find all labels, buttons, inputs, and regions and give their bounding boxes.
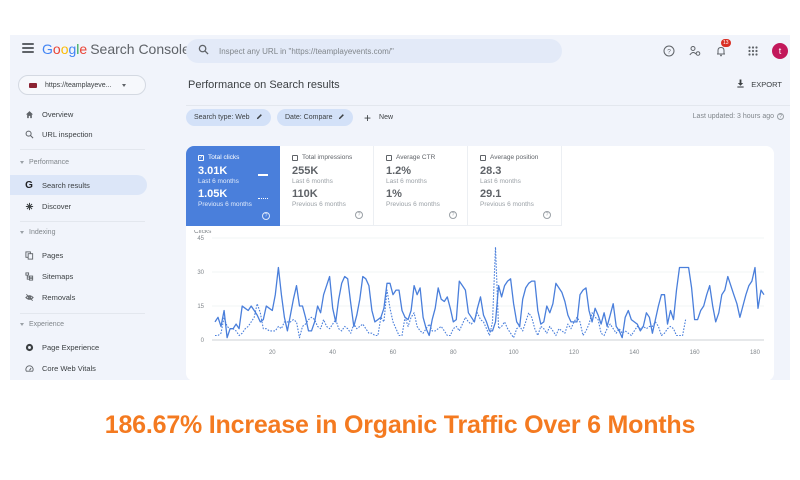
title-divider bbox=[186, 105, 790, 106]
section-indexing[interactable]: Indexing bbox=[20, 229, 55, 236]
solid-line-legend-icon bbox=[258, 174, 268, 176]
collapse-triangle-icon bbox=[20, 231, 24, 234]
svg-text:40: 40 bbox=[329, 350, 336, 356]
chart-canvas: Clicks 0 15 30 45 20 40 60 80 100 120 140 160 180 bbox=[194, 230, 765, 356]
sidebar: https://teamplayeve... Overview URL insp… bbox=[10, 71, 150, 380]
asterisk-icon bbox=[24, 201, 34, 211]
sidebar-item-overview[interactable]: Overview bbox=[10, 104, 147, 124]
svg-text:0: 0 bbox=[201, 338, 205, 344]
section-performance[interactable]: Performance bbox=[20, 159, 69, 166]
edit-pencil-icon bbox=[250, 113, 263, 122]
notifications-icon[interactable]: 13 bbox=[710, 39, 732, 62]
url-inspect-search-box[interactable] bbox=[186, 39, 562, 63]
download-icon bbox=[736, 79, 751, 90]
page-title: Performance on Search results bbox=[188, 79, 340, 91]
metric-total-clicks[interactable]: ✓ Total clicks 3.01K Last 6 months 1.05K … bbox=[186, 146, 280, 226]
svg-text:?: ? bbox=[667, 48, 671, 55]
metric-total-impressions[interactable]: Total impressions 255K Last 6 months 110… bbox=[280, 146, 374, 226]
sidebar-item-page-experience[interactable]: Page Experience bbox=[10, 337, 147, 357]
svg-text:180: 180 bbox=[750, 350, 761, 356]
new-filter-button[interactable]: + New bbox=[364, 110, 394, 125]
svg-text:20: 20 bbox=[269, 350, 276, 356]
property-selector[interactable]: https://teamplayeve... bbox=[18, 75, 146, 95]
dotted-line-legend-icon bbox=[258, 198, 268, 199]
checkbox-icon[interactable] bbox=[480, 154, 486, 161]
svg-text:15: 15 bbox=[197, 304, 204, 310]
help-icon[interactable]: ? bbox=[449, 211, 457, 219]
sidebar-item-core-web-vitals[interactable]: Core Web Vitals bbox=[10, 358, 147, 378]
google-search-console-logo[interactable]: Google Search Console bbox=[42, 41, 190, 57]
sidebar-item-discover[interactable]: Discover bbox=[10, 196, 147, 216]
clicks-line-chart[interactable]: Clicks 0 15 30 45 20 40 60 80 100 120 140 160 180 bbox=[186, 230, 774, 380]
help-icon[interactable]: ? bbox=[658, 40, 680, 62]
sitemap-icon bbox=[24, 271, 34, 281]
user-avatar[interactable]: t bbox=[772, 43, 788, 59]
sidebar-item-url-inspection[interactable]: URL inspection bbox=[10, 124, 147, 144]
url-inspect-input[interactable] bbox=[219, 46, 539, 56]
sidebar-item-pages[interactable]: Pages bbox=[10, 245, 147, 265]
section-experience[interactable]: Experience bbox=[20, 321, 64, 328]
svg-text:30: 30 bbox=[197, 270, 204, 276]
eye-off-icon bbox=[24, 292, 34, 302]
sidebar-divider bbox=[20, 221, 145, 222]
search-icon bbox=[24, 129, 34, 139]
svg-text:100: 100 bbox=[509, 350, 520, 356]
svg-text:45: 45 bbox=[197, 236, 204, 242]
checkbox-icon[interactable] bbox=[292, 154, 298, 161]
hamburger-menu-icon[interactable] bbox=[22, 43, 34, 53]
gauge-icon bbox=[24, 363, 34, 373]
notification-badge: 13 bbox=[721, 39, 731, 47]
sidebar-divider bbox=[20, 149, 145, 150]
site-favicon-icon bbox=[29, 82, 37, 88]
collapse-triangle-icon bbox=[20, 323, 24, 326]
svg-text:160: 160 bbox=[690, 350, 701, 356]
sidebar-item-removals[interactable]: Removals bbox=[10, 287, 147, 307]
previous-period-line bbox=[215, 246, 687, 339]
last-updated: Last updated: 3 hours ago ? bbox=[693, 113, 784, 120]
checkbox-icon[interactable] bbox=[386, 154, 392, 161]
headline-caption: 186.67% Increase in Organic Traffic Over… bbox=[104, 411, 696, 439]
sidebar-item-search-results[interactable]: G Search results bbox=[10, 175, 147, 195]
sidebar-item-sitemaps[interactable]: Sitemaps bbox=[10, 266, 147, 286]
metric-average-ctr[interactable]: Average CTR 1.2% Last 6 months 1% Previo… bbox=[374, 146, 468, 226]
filter-chip-search-type[interactable]: Search type: Web bbox=[186, 109, 271, 126]
help-icon[interactable]: ? bbox=[543, 211, 551, 219]
dropdown-caret-icon bbox=[121, 83, 126, 87]
checkbox-checked-icon[interactable]: ✓ bbox=[198, 154, 204, 161]
metric-average-position[interactable]: Average position 28.3 Last 6 months 29.1… bbox=[468, 146, 562, 226]
collapse-triangle-icon bbox=[20, 161, 24, 164]
page-experience-icon bbox=[24, 342, 34, 352]
google-g-icon: G bbox=[25, 179, 33, 191]
help-icon[interactable]: ? bbox=[262, 212, 270, 220]
search-icon bbox=[198, 42, 209, 60]
main-content: Performance on Search results EXPORT Sea… bbox=[186, 71, 790, 380]
svg-text:120: 120 bbox=[569, 350, 580, 356]
svg-text:80: 80 bbox=[450, 350, 457, 356]
help-icon[interactable]: ? bbox=[355, 211, 363, 219]
pages-icon bbox=[24, 250, 34, 260]
top-icons: ? 13 t bbox=[654, 39, 790, 62]
y-axis-label: Clicks bbox=[194, 230, 212, 235]
performance-panel: ✓ Total clicks 3.01K Last 6 months 1.05K … bbox=[186, 146, 774, 380]
filter-chip-date[interactable]: Date: Compare bbox=[277, 109, 354, 126]
manage-users-icon[interactable] bbox=[684, 40, 706, 62]
apps-grid-icon[interactable] bbox=[742, 40, 764, 62]
export-button[interactable]: EXPORT bbox=[736, 79, 782, 90]
edit-pencil-icon bbox=[332, 113, 345, 122]
plus-icon: + bbox=[364, 110, 372, 125]
help-icon[interactable]: ? bbox=[777, 113, 784, 120]
svg-text:140: 140 bbox=[629, 350, 640, 356]
svg-text:60: 60 bbox=[390, 350, 397, 356]
sidebar-divider bbox=[20, 313, 145, 314]
home-icon bbox=[24, 109, 34, 119]
